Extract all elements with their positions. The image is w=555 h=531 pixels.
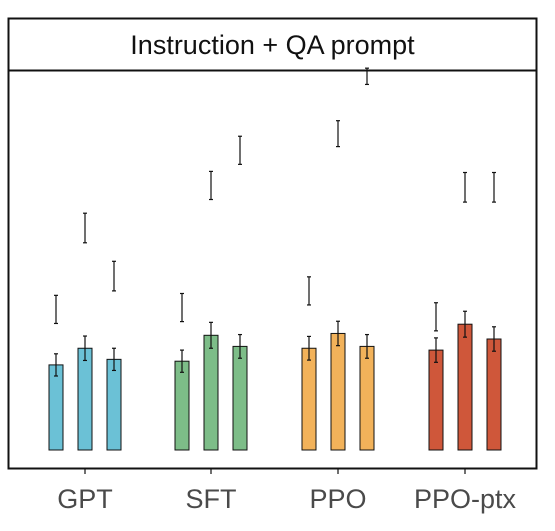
bar-1-2 [232,345,248,451]
bar-2-0 [301,347,317,451]
upper-errorbar-1-0 [180,292,184,323]
bar-1-0 [174,360,190,451]
bar-2-2 [359,345,375,451]
upper-errorbar-3-2 [492,171,496,203]
upper-errorbar-3-1 [463,171,467,203]
bar-errorbar-2-1 [336,320,340,347]
bar-errorbar-2-0 [307,335,311,361]
bars [48,310,502,451]
x-tick-label-1: SFT [186,484,237,514]
chart-title: Instruction + QA prompt [130,30,415,60]
bar-errorbar-3-0 [434,337,438,363]
bar-3-1 [457,323,473,451]
upper-errorbar-1-1 [209,170,213,201]
upper-errorbar-2-0 [307,276,311,306]
x-ticks [84,468,466,474]
x-tick-label-2: PPO [309,484,366,514]
bar-errorbar-0-2 [112,347,116,372]
upper-errorbar-0-0 [54,294,58,325]
upper-errorbar-2-1 [336,120,340,148]
bar-errorbar-0-1 [83,335,87,362]
bar-errorbar-3-2 [492,326,496,352]
bar-errorbar-1-1 [209,321,213,349]
bar-0-2 [106,358,122,451]
bar-errorbar-0-0 [54,353,58,377]
upper-errorbar-3-0 [434,302,438,332]
bar-errorbar-2-2 [365,333,369,359]
x-tick-label-0: GPT [57,484,113,514]
upper-errorbars [54,67,496,332]
bar-0-0 [48,364,64,451]
bar-3-0 [428,349,444,451]
upper-errorbar-0-1 [83,212,87,244]
title-strip [7,17,538,72]
bar-errorbar-3-1 [463,310,467,338]
upper-errorbar-2-2 [365,67,369,86]
bar-2-1 [330,332,346,451]
bar-1-1 [203,334,219,451]
upper-errorbar-1-2 [238,135,242,165]
upper-errorbar-0-2 [112,260,116,292]
bar-3-2 [486,338,502,451]
bar-errorbar-1-2 [238,333,242,359]
bar-0-1 [77,347,93,451]
x-tick-label-3: PPO-ptx [414,484,517,514]
bar-errorbar-1-0 [180,349,184,373]
x-tick-labels: GPT SFT PPO PPO-ptx [57,484,516,514]
